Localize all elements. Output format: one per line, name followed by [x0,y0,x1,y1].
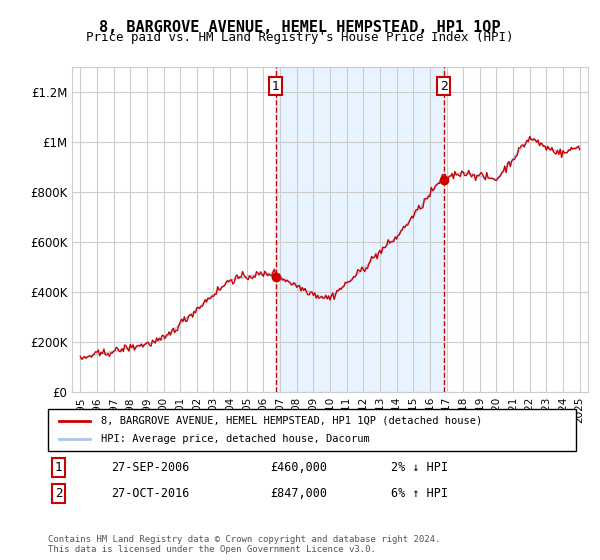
Text: 8, BARGROVE AVENUE, HEMEL HEMPSTEAD, HP1 1QP (detached house): 8, BARGROVE AVENUE, HEMEL HEMPSTEAD, HP1… [101,416,482,426]
Text: 27-SEP-2006: 27-SEP-2006 [112,461,190,474]
Text: £847,000: £847,000 [270,487,327,500]
FancyBboxPatch shape [48,409,576,451]
Text: Contains HM Land Registry data © Crown copyright and database right 2024.
This d: Contains HM Land Registry data © Crown c… [48,535,440,554]
Text: 2% ↓ HPI: 2% ↓ HPI [391,461,448,474]
Text: £460,000: £460,000 [270,461,327,474]
Text: 8, BARGROVE AVENUE, HEMEL HEMPSTEAD, HP1 1QP: 8, BARGROVE AVENUE, HEMEL HEMPSTEAD, HP1… [99,20,501,35]
Text: 27-OCT-2016: 27-OCT-2016 [112,487,190,500]
Text: 1: 1 [55,461,62,474]
Text: HPI: Average price, detached house, Dacorum: HPI: Average price, detached house, Daco… [101,434,370,444]
Text: 1: 1 [272,80,280,93]
Text: Price paid vs. HM Land Registry's House Price Index (HPI): Price paid vs. HM Land Registry's House … [86,31,514,44]
Text: 2: 2 [440,80,448,93]
Text: 2: 2 [55,487,62,500]
Text: 6% ↑ HPI: 6% ↑ HPI [391,487,448,500]
